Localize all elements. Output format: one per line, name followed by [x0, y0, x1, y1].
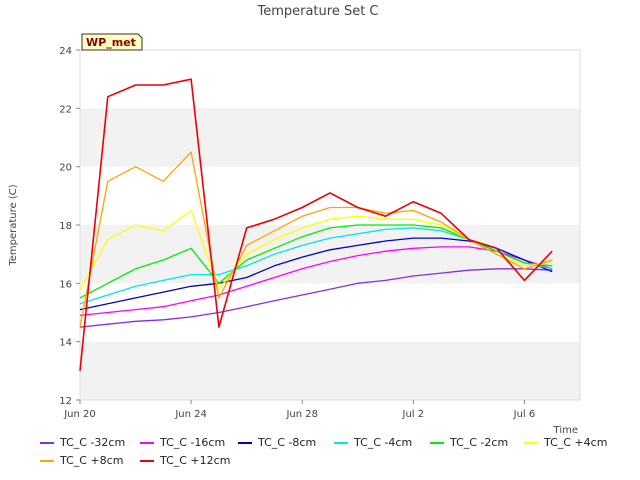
x-tick-label: Jul 2	[402, 409, 425, 420]
y-axis-label: Temperature (C)	[8, 184, 19, 266]
legend-item: TC_C -16cm	[140, 436, 225, 449]
legend-item: TC_C +4cm	[524, 436, 607, 449]
grid-band	[80, 283, 580, 342]
legend-item: TC_C -4cm	[334, 436, 412, 449]
x-tick-label: Jul 6	[513, 409, 536, 420]
y-tick-label: 12	[59, 396, 72, 407]
legend-label: TC_C +4cm	[544, 436, 608, 449]
series-line-7	[79, 151, 553, 328]
x-axis-label: Time	[553, 425, 578, 436]
series-line-2	[79, 246, 553, 317]
legend-label: TC_C -32cm	[60, 436, 126, 449]
legend-item: TC_C -8cm	[238, 436, 316, 449]
legend-label: TC_C +12cm	[160, 454, 231, 467]
legend-label: TC_C +8cm	[60, 454, 124, 467]
series-line-8	[79, 78, 553, 371]
x-tick-label: Jun 20	[63, 409, 96, 420]
legend-swatch	[524, 441, 538, 444]
legend-swatch	[40, 459, 54, 462]
legend-swatch	[140, 459, 154, 462]
legend-item: TC_C -32cm	[40, 436, 125, 449]
legend-label: TC_C -4cm	[354, 436, 413, 449]
legend-item: TC_C -2cm	[430, 436, 508, 449]
x-tick-label: Jun 24	[174, 409, 207, 420]
legend-swatch	[430, 441, 444, 444]
chart-title: Temperature Set C	[256, 4, 378, 19]
y-tick-label: 16	[59, 279, 72, 290]
legend-item: TC_C +8cm	[40, 454, 123, 467]
legend-label: TC_C -16cm	[160, 436, 226, 449]
series-line-1	[79, 268, 553, 328]
badge-label: WP_met	[86, 36, 136, 49]
legend-label: TC_C -2cm	[450, 436, 509, 449]
y-tick-label: 22	[59, 104, 72, 115]
y-tick-label: 24	[59, 46, 72, 57]
legend-swatch	[334, 441, 348, 444]
grid-band	[80, 166, 580, 225]
legend-swatch	[140, 441, 154, 444]
y-tick-label: 14	[59, 338, 72, 349]
legend-swatch	[40, 441, 54, 444]
y-tick-label: 18	[59, 221, 72, 232]
grid-band	[80, 50, 580, 109]
wp-met-badge: WP_met	[81, 33, 143, 51]
legend-label: TC_C -8cm	[258, 436, 317, 449]
legend-item: TC_C +12cm	[140, 454, 230, 467]
grid-band	[80, 108, 580, 167]
x-tick-label: Jun 28	[285, 409, 318, 420]
y-tick-label: 20	[59, 163, 72, 174]
grid-band	[80, 341, 580, 400]
legend-swatch	[238, 441, 252, 444]
